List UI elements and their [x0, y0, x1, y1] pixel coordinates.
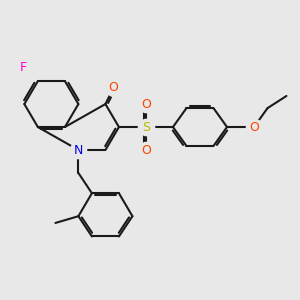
Text: O: O	[249, 121, 259, 134]
Text: O: O	[141, 98, 151, 111]
Text: O: O	[141, 143, 151, 157]
Text: N: N	[74, 143, 83, 157]
Text: F: F	[20, 61, 27, 74]
Text: O: O	[109, 81, 118, 94]
Text: S: S	[142, 121, 150, 134]
